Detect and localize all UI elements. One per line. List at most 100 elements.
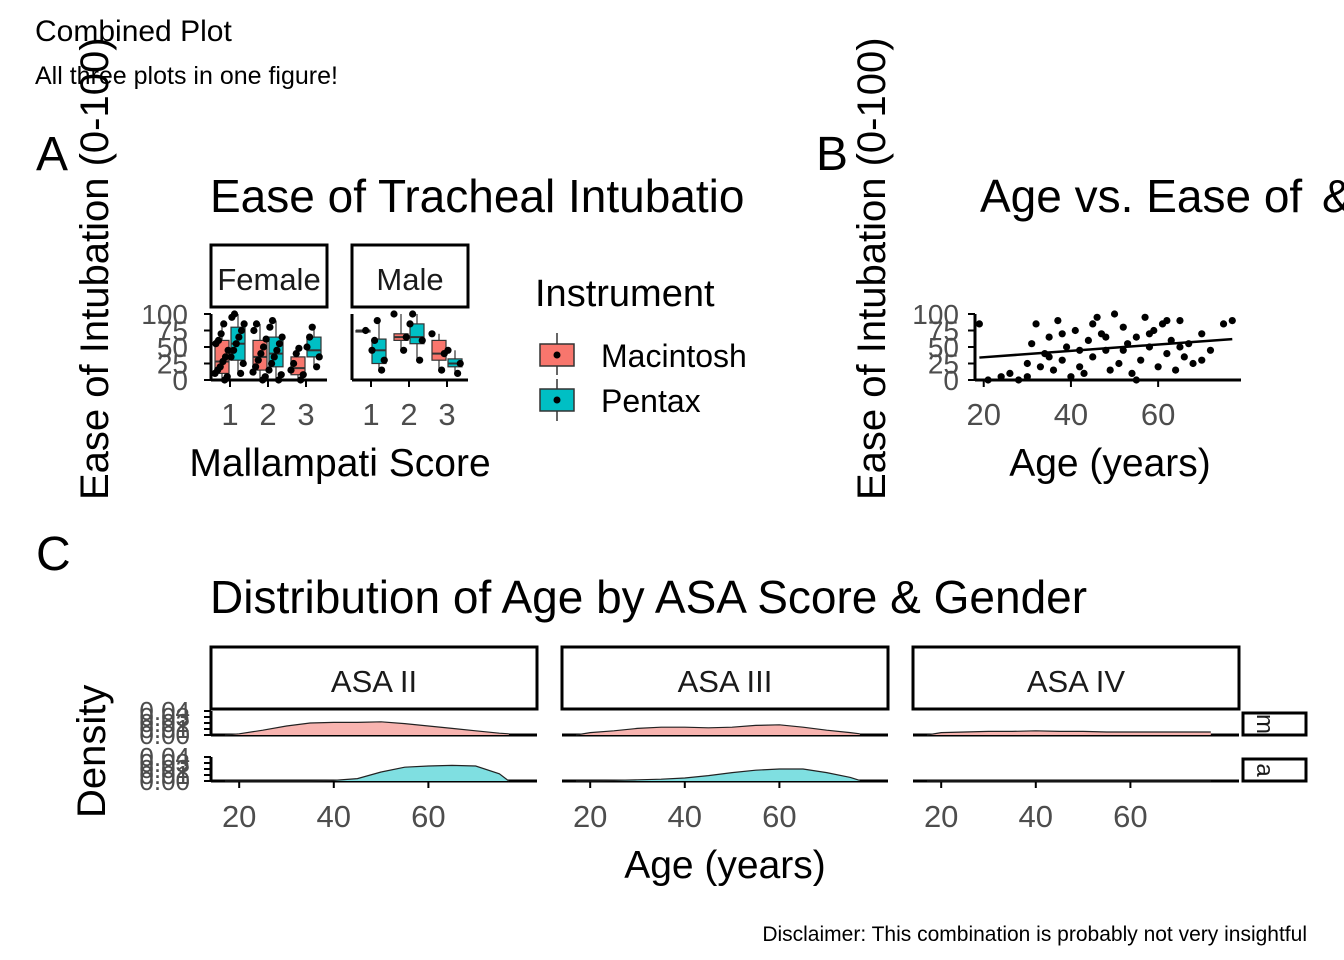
x-tick-label: 3 [438,397,455,432]
y-tick-label: 0.03 [139,702,190,732]
x-tick-label: 60 [1113,799,1147,834]
data-point [378,366,386,374]
strip-male-label: Male [376,262,443,297]
strip-asa-ii [209,645,539,711]
data-point [257,350,265,358]
density-line [224,721,509,736]
strip-row-bottom [1241,757,1308,783]
legend-key-macintosh [539,333,575,375]
strip-female-label: Female [217,262,320,297]
figure-subtitle: All three plots in one figure! [35,62,338,90]
data-point [1049,366,1058,374]
data-point [315,353,323,361]
data-point [1071,326,1079,335]
data-point [224,346,232,354]
strip-male [350,243,470,309]
data-point [1189,359,1197,368]
trend-line [979,337,1233,359]
x-tick-label: 20 [222,799,256,834]
density-line [225,764,510,782]
data-point [295,344,303,352]
x-tick-label: 40 [317,799,351,834]
data-point [217,330,225,338]
y-tick-label: 100 [912,299,959,330]
data-point [1023,373,1031,381]
x-tick-label: 40 [668,799,702,834]
panel-c-ylabel: Density [70,685,114,818]
data-point [250,326,258,335]
data-point [1023,359,1031,368]
x-tick-label: 3 [297,397,314,432]
panel-b-tag: B [816,128,848,181]
panel-b: B Age vs. Ease of & Ease of Intubation (… [816,37,1344,500]
data-point [287,366,295,374]
data-point [1084,336,1092,344]
data-point [984,376,992,384]
panel-a-title: Ease of Tracheal Intubatio [210,170,744,222]
data-point [997,373,1005,381]
data-point [438,366,446,374]
data-point [227,353,235,361]
data-point [1062,343,1071,351]
data-point [1093,313,1101,321]
data-point [402,333,410,341]
data-point [1219,320,1228,328]
strip-asa-ii-label: ASA II [331,664,417,699]
legend-label-macintosh: Macintosh [601,338,747,374]
data-point [1036,363,1045,371]
data-point [275,340,284,348]
data-point [362,326,370,335]
data-point [252,320,261,328]
panel-a-legend: Instrument Macintosh Pentax [535,273,747,421]
strip-row-top [1241,711,1308,737]
data-point [1206,346,1215,354]
data-point [237,326,246,335]
y-tick-label: 0.04 [139,742,190,772]
panel-a-tag: A [36,128,68,181]
data-point [306,333,314,341]
data-point [416,356,424,364]
data-point [1067,373,1075,381]
data-point [261,373,269,381]
x-tick-label: 20 [924,799,958,834]
x-tick-label: 1 [221,397,238,432]
data-point [221,353,230,361]
panel-b-title: Age vs. Ease of [980,170,1302,222]
data-point [1163,317,1171,325]
panel-c: C Distribution of Age by ASA Score & Gen… [36,528,1308,887]
density-line [576,768,860,782]
strip-asa-iv [911,645,1241,711]
data-point [371,336,379,344]
x-tick-label: 2 [259,397,276,432]
data-point [273,346,281,354]
data-point [444,346,452,354]
data-point [1089,353,1097,361]
data-point [406,320,414,328]
x-tick-label: 60 [762,799,796,834]
data-point [1089,320,1097,328]
data-point [1058,356,1066,364]
panel-a-xlabel: Mallampati Score [189,442,490,485]
data-point [240,320,248,328]
panel-a: A Ease of Tracheal Intubatio Ease of Int… [36,37,747,500]
x-tick-label: 60 [1141,397,1175,432]
data-point [265,366,273,374]
data-point [259,343,268,351]
data-point [1076,363,1084,371]
panel-c-tag: C [36,528,71,581]
figure-caption: Disclaimer: This combination is probably… [762,923,1307,946]
data-point [262,335,270,343]
panel-b-ylabel: Ease of Intubation (0-100) [850,37,894,500]
data-point [1176,317,1184,325]
strip-row-bottom-label: a [1251,763,1278,777]
data-point [1198,330,1206,338]
data-point [254,356,262,364]
data-point [368,346,376,354]
data-point [1110,310,1119,318]
data-point [390,310,398,318]
y-tick-label: 0.03 [139,748,190,778]
data-point [303,343,311,351]
data-point [268,317,277,325]
density-line [926,730,1211,736]
data-point [400,346,408,354]
